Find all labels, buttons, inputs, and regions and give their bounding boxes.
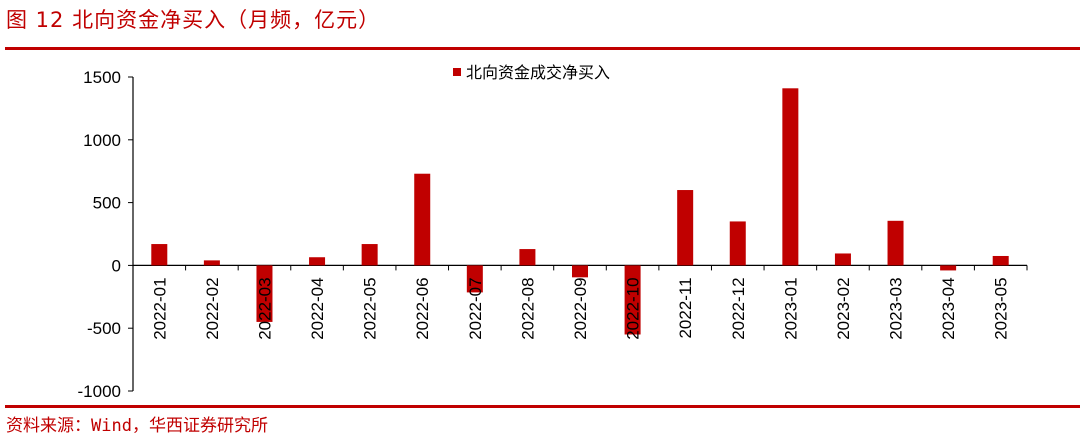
x-tick-label: 2022-12 <box>729 277 748 339</box>
bar <box>782 88 799 266</box>
x-tick-labels: 2022-01 2022-02 2022-03 2022-04 2022-05 2022-… <box>150 277 1010 339</box>
source-note: 资料来源：Wind，华西证券研究所 <box>6 416 268 436</box>
x-tick-label: 2022-08 <box>518 277 537 339</box>
x-tick-label: 2023-03 <box>887 277 906 339</box>
bar <box>624 265 641 335</box>
bar <box>887 220 904 266</box>
bar <box>151 244 168 266</box>
y-tick-label: -1000 <box>78 382 121 401</box>
x-tick-label: 2023-01 <box>781 277 800 339</box>
bars <box>151 88 1009 335</box>
x-tick-label: 2022-02 <box>203 277 222 339</box>
x-tick-label: 2022-03 <box>255 277 274 339</box>
x-tick-label: 2022-05 <box>361 277 380 339</box>
legend-swatch <box>453 68 461 76</box>
bar <box>729 221 746 266</box>
figure-title: 图 12 北向资金净买入（月频，亿元） <box>6 8 381 32</box>
bar <box>940 265 957 271</box>
bar <box>572 265 588 278</box>
y-tick-label: 0 <box>112 256 121 275</box>
x-tick-label: 2022-06 <box>413 277 432 339</box>
y-tick-label: -500 <box>87 319 121 338</box>
x-tick-label: 2022-09 <box>571 277 590 339</box>
x-tick-label: 2022-11 <box>676 277 695 338</box>
x-tick-label: 2022-04 <box>308 277 327 339</box>
bar <box>203 260 220 266</box>
bar <box>256 265 273 322</box>
x-tick-label: 2023-04 <box>939 277 958 339</box>
x-tick-label: 2022-01 <box>150 277 169 339</box>
x-tick-label: 2022-07 <box>466 277 485 339</box>
bar <box>519 249 536 266</box>
y-tick-label: 1000 <box>83 131 121 150</box>
bar <box>992 255 1009 266</box>
bar <box>361 244 378 266</box>
legend: 北向资金成交净买入 <box>453 63 610 82</box>
x-tick-label: 2023-02 <box>834 277 853 339</box>
bar <box>834 253 851 266</box>
y-tick-labels: -1000 -500 0 500 1000 1500 <box>78 68 121 401</box>
legend-label: 北向资金成交净买入 <box>466 63 610 82</box>
bar <box>677 190 694 266</box>
x-tick-label: 2022-10 <box>624 277 643 339</box>
y-tick-label: 1500 <box>83 68 121 87</box>
bar <box>309 257 326 266</box>
x-tick-label: 2023-05 <box>992 277 1011 339</box>
y-tick-label: 500 <box>93 194 121 213</box>
bar <box>466 265 483 293</box>
title-rule <box>5 47 1080 50</box>
source-rule <box>5 405 1080 408</box>
bar <box>414 173 431 266</box>
